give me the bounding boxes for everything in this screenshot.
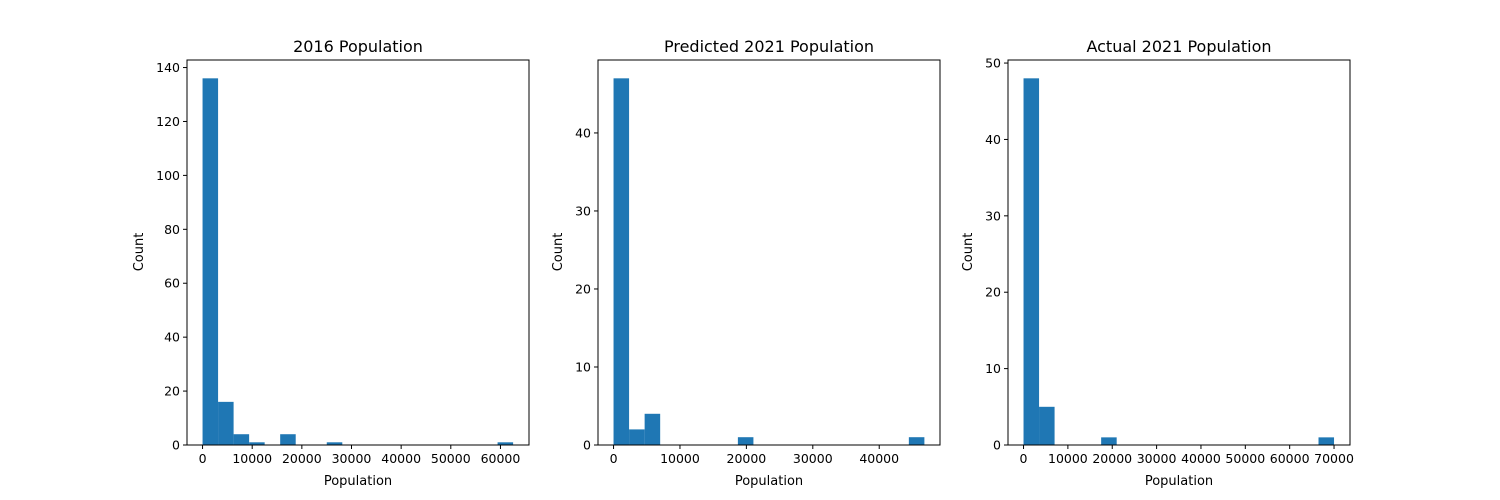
y-tick-label: 40: [164, 330, 180, 345]
y-tick-label: 40: [575, 125, 591, 140]
x-ticks: 0 10000 20000 30000 40000 50000 60000 70000: [1020, 445, 1354, 466]
histogram-bar: [1023, 78, 1040, 445]
x-tick-label: 10000: [232, 451, 272, 466]
x-tick-label: 40000: [381, 451, 421, 466]
x-tick-label: 0: [610, 451, 618, 466]
x-ticks: 0 10000 20000 30000 40000 50000 60000: [199, 445, 521, 466]
panel-predicted-2021-population: Predicted 2021 Population 0 10 20 30 40 0 100…: [551, 37, 941, 489]
histogram-bar: [202, 78, 219, 445]
x-tick-label: 50000: [431, 451, 471, 466]
x-axis-label: Population: [324, 474, 392, 489]
x-tick-label: 0: [199, 451, 207, 466]
y-tick-label: 20: [575, 281, 591, 296]
histogram-bar: [1101, 437, 1117, 445]
x-tick-label: 10000: [660, 451, 700, 466]
x-tick-label: 50000: [1225, 451, 1265, 466]
chart-title: Actual 2021 Population: [1086, 37, 1271, 56]
y-tick-label: 120: [156, 114, 180, 129]
y-tick-label: 20: [164, 384, 180, 399]
x-tick-label: 60000: [481, 451, 521, 466]
y-tick-label: 60: [164, 276, 180, 291]
histogram-bar: [280, 434, 296, 445]
x-ticks: 0 10000 20000 30000 40000: [610, 445, 899, 466]
histogram-bar: [629, 429, 645, 445]
panel-2016-population: 2016 Population 0 20 40 60 80 100 120 140 0 1000…: [132, 37, 530, 489]
histogram-bar: [497, 442, 514, 445]
histogram-bar: [218, 401, 234, 445]
x-tick-label: 30000: [332, 451, 372, 466]
y-tick-label: 0: [172, 438, 180, 453]
y-tick-label: 100: [156, 168, 180, 183]
x-tick-label: 40000: [859, 451, 899, 466]
y-axis-label: Count: [551, 233, 566, 272]
plot-frame: [186, 59, 530, 446]
x-axis-label: Population: [735, 474, 803, 489]
histogram-bar: [1039, 406, 1055, 445]
y-tick-label: 40: [985, 132, 1001, 147]
y-tick-label: 50: [985, 56, 1001, 71]
histogram-bar: [908, 437, 925, 445]
histogram-bar: [1318, 437, 1335, 445]
bars-group: [202, 78, 514, 445]
chart-title: 2016 Population: [293, 37, 423, 56]
histogram-bar: [233, 434, 250, 445]
x-tick-label: 60000: [1270, 451, 1310, 466]
x-tick-label: 70000: [1314, 451, 1354, 466]
x-tick-label: 0: [1020, 451, 1028, 466]
chart-title: Predicted 2021 Population: [664, 37, 874, 56]
panel-actual-2021-population: Actual 2021 Population 0 10 20 30 40 50 0 1000…: [961, 37, 1354, 489]
x-tick-label: 20000: [727, 451, 767, 466]
y-ticks: 0 20 40 60 80 100 120 140: [156, 60, 187, 453]
x-axis-label: Population: [1145, 474, 1213, 489]
histogram-bar: [737, 437, 754, 445]
y-tick-label: 30: [575, 203, 591, 218]
y-tick-label: 10: [575, 359, 591, 374]
x-tick-label: 40000: [1181, 451, 1221, 466]
bars-group: [613, 78, 925, 445]
y-tick-label: 0: [993, 438, 1001, 453]
bars-group: [1023, 78, 1335, 445]
y-tick-label: 10: [985, 361, 1001, 376]
y-ticks: 0 10 20 30 40 50: [985, 56, 1008, 453]
histogram-bar: [326, 442, 343, 445]
histogram-bar: [644, 413, 661, 445]
y-tick-label: 0: [583, 438, 591, 453]
plot-frame: [1007, 59, 1351, 446]
y-axis-label: Count: [961, 233, 976, 272]
y-axis-label: Count: [132, 233, 147, 272]
x-tick-label: 30000: [1137, 451, 1177, 466]
histogram-bar: [249, 442, 265, 445]
histogram-bar: [613, 78, 630, 445]
y-ticks: 0 10 20 30 40: [575, 125, 598, 453]
x-tick-label: 30000: [793, 451, 833, 466]
y-tick-label: 140: [156, 60, 180, 75]
x-tick-label: 10000: [1048, 451, 1088, 466]
y-tick-label: 20: [985, 285, 1001, 300]
y-tick-label: 30: [985, 208, 1001, 223]
x-tick-label: 20000: [282, 451, 322, 466]
x-tick-label: 20000: [1092, 451, 1132, 466]
y-tick-label: 80: [164, 222, 180, 237]
plot-frame: [597, 59, 941, 446]
